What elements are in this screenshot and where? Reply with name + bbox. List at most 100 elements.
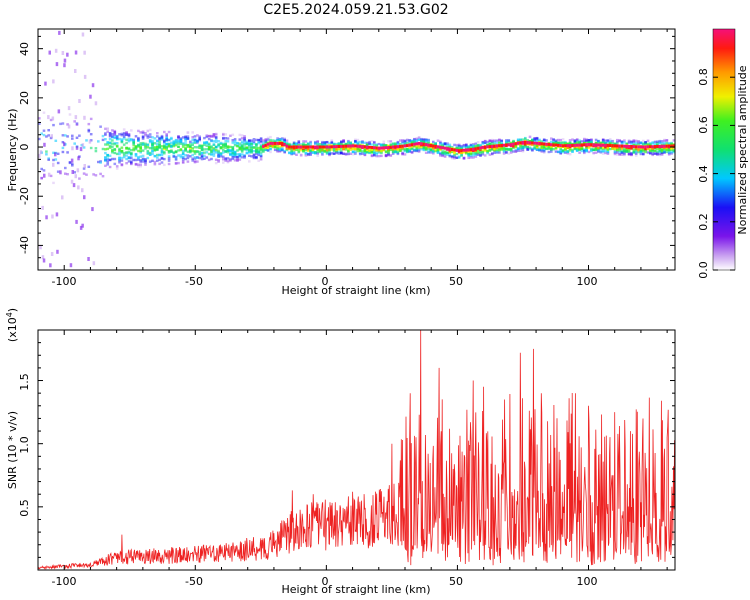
heatmap-cell xyxy=(128,148,131,150)
heatmap-cell xyxy=(137,138,140,140)
heatmap-cell xyxy=(48,173,51,177)
figure-title: C2E5.2024.059.21.53.G02 xyxy=(263,2,448,18)
x-tick-label: -100 xyxy=(52,575,77,588)
heatmap-ridge-cell xyxy=(404,144,407,147)
heatmap-cell xyxy=(246,141,249,143)
heatmap-ridge-cell xyxy=(451,148,454,151)
heatmap-cell xyxy=(486,150,489,152)
heatmap-cell xyxy=(262,139,265,141)
heatmap-cell xyxy=(41,206,44,210)
heatmap-cell xyxy=(439,143,442,145)
heatmap-cell xyxy=(637,140,640,142)
heatmap-cell xyxy=(618,153,621,155)
heatmap-cell xyxy=(411,152,414,154)
heatmap-ridge-cell xyxy=(659,145,662,148)
heatmap-cell xyxy=(123,128,126,130)
heatmap-cell xyxy=(58,109,61,113)
heatmap-cell xyxy=(508,139,511,141)
heatmap-cell xyxy=(633,151,636,153)
heatmap-cell xyxy=(592,152,595,154)
heatmap-cell xyxy=(253,146,256,148)
heatmap-cell xyxy=(526,148,529,150)
heatmap-ridge-cell xyxy=(581,144,584,147)
heatmap-cell xyxy=(361,141,364,143)
heatmap-cell xyxy=(241,147,244,149)
heatmap-cell xyxy=(232,148,235,150)
heatmap-ridge-cell xyxy=(647,145,650,148)
heatmap-cell xyxy=(118,148,121,150)
heatmap-cell xyxy=(373,154,376,156)
heatmap-cell xyxy=(208,153,211,155)
heatmap-cell xyxy=(196,157,199,159)
heatmap-cell xyxy=(73,183,76,187)
heatmap-cell xyxy=(373,142,376,144)
heatmap-cell xyxy=(121,159,124,161)
heatmap-ridge-cell xyxy=(611,144,614,147)
heatmap-cell xyxy=(444,151,447,153)
heatmap-cell xyxy=(154,161,157,163)
heatmap-cell xyxy=(470,144,473,146)
heatmap-cell xyxy=(81,224,84,228)
heatmap-cell xyxy=(123,137,126,139)
heatmap-cell xyxy=(269,145,272,147)
heatmap-cell xyxy=(359,149,362,151)
heatmap-cell xyxy=(630,143,633,145)
heatmap-ridge-cell xyxy=(496,144,499,147)
heatmap-cell xyxy=(503,152,506,154)
heatmap-ridge-cell xyxy=(524,141,527,144)
heatmap-cell xyxy=(43,174,46,178)
heatmap-cell xyxy=(111,135,114,137)
heatmap-cell xyxy=(165,149,168,151)
heatmap-cell xyxy=(279,149,282,151)
heatmap-cell xyxy=(130,138,133,140)
heatmap-cell xyxy=(559,151,562,153)
heatmap-cell xyxy=(139,146,142,148)
heatmap-cell xyxy=(562,138,565,140)
heatmap-cell xyxy=(472,144,475,146)
heatmap-cell xyxy=(135,159,138,161)
heatmap-cell xyxy=(165,133,168,135)
heatmap-cell xyxy=(298,150,301,152)
heatmap-cell xyxy=(420,138,423,140)
heatmap-cell xyxy=(158,163,161,165)
heatmap-cell xyxy=(399,150,402,152)
heatmap-cell xyxy=(408,149,411,151)
heatmap-cell xyxy=(92,83,95,87)
heatmap-cell xyxy=(189,146,192,148)
heatmap-cell xyxy=(236,145,239,147)
heatmap-cell xyxy=(62,151,65,153)
heatmap-cell xyxy=(246,146,249,148)
heatmap-cell xyxy=(191,154,194,156)
snr-series-line xyxy=(38,330,675,569)
heatmap-cell xyxy=(446,144,449,146)
heatmap-ridge-cell xyxy=(437,145,440,148)
heatmap-cell xyxy=(114,131,117,133)
heatmap-cell xyxy=(151,144,154,146)
heatmap-cell xyxy=(305,152,308,154)
heatmap-cell xyxy=(255,139,258,141)
heatmap-cell xyxy=(475,143,478,145)
heatmap-cell xyxy=(168,143,171,145)
heatmap-cell xyxy=(229,159,232,161)
heatmap-cell xyxy=(114,148,117,150)
heatmap-cell xyxy=(253,150,256,152)
heatmap-cell xyxy=(463,157,466,159)
heatmap-ridge-cell xyxy=(503,144,506,147)
heatmap-cell xyxy=(545,148,548,150)
heatmap-cell xyxy=(498,149,501,151)
heatmap-cell xyxy=(316,151,319,153)
heatmap-cell xyxy=(182,160,185,162)
heatmap-cell xyxy=(184,154,187,156)
heatmap-cell xyxy=(581,140,584,142)
heatmap-cell xyxy=(404,140,407,142)
heatmap-cell xyxy=(194,146,197,148)
heatmap-cell xyxy=(423,138,426,140)
heatmap-cell xyxy=(156,143,159,145)
heatmap-cell xyxy=(597,150,600,152)
heatmap-cell xyxy=(423,140,426,142)
heatmap-cell xyxy=(57,162,60,164)
heatmap-cell xyxy=(286,147,289,149)
heatmap-cell xyxy=(213,152,216,154)
heatmap-cell xyxy=(250,151,253,153)
heatmap-cell xyxy=(519,150,522,152)
